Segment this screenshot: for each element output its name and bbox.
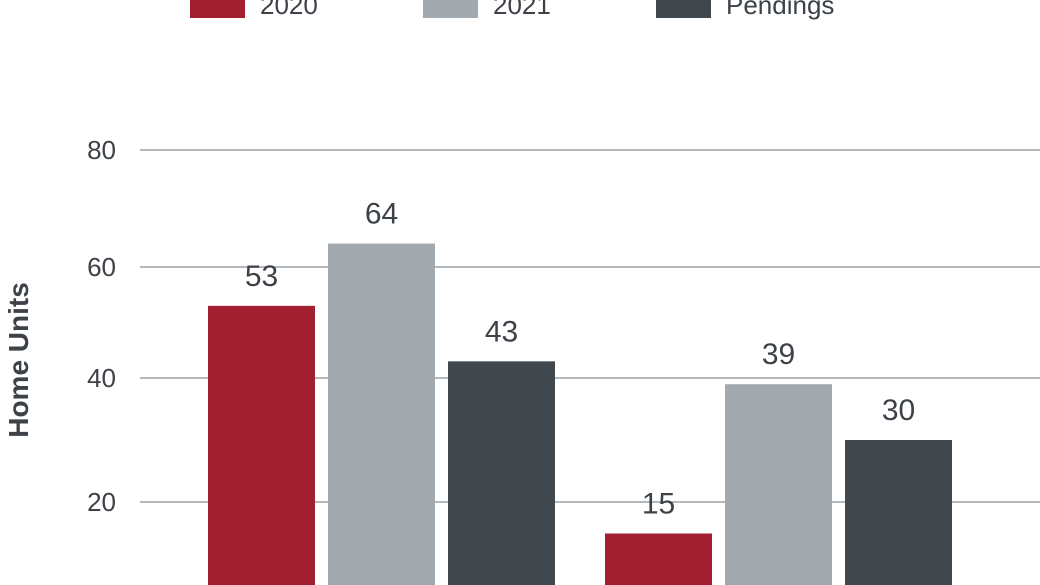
y-axis-ticks: 20 40 60 80 [87,135,116,517]
bar-2020-2 [605,533,712,585]
y-tick-label: 40 [87,363,116,393]
bars [208,243,952,585]
legend: 2020 2021 Pendings [190,0,834,20]
data-label: 64 [365,198,398,231]
y-tick-label: 20 [87,487,116,517]
data-label: 43 [485,315,518,348]
data-label: 39 [762,338,795,371]
data-labels: 53 15 64 39 43 30 [245,198,915,521]
legend-label-2020: 2020 [260,0,318,20]
legend-label-pendings: Pendings [726,0,834,20]
bar-pendings-1 [448,361,555,585]
data-label: 53 [245,260,278,293]
bar-2021-2 [725,384,832,585]
bar-2021-1 [328,243,435,585]
bar-pendings-2 [845,440,952,585]
data-label: 15 [642,488,675,521]
legend-swatch-pendings [656,0,711,18]
legend-label-2021: 2021 [493,0,551,20]
y-axis-label: Home Units [3,282,34,438]
legend-swatch-2020 [190,0,245,18]
bar-2020-1 [208,305,315,585]
legend-swatch-2021 [423,0,478,18]
data-label: 30 [882,394,915,427]
y-tick-label: 60 [87,252,116,282]
y-tick-label: 80 [87,135,116,165]
